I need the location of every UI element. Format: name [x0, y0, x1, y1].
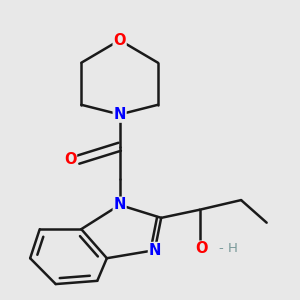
Text: N: N — [113, 197, 126, 212]
Text: O: O — [64, 152, 76, 167]
Text: O: O — [113, 33, 126, 48]
Text: O: O — [195, 241, 207, 256]
Text: N: N — [113, 107, 126, 122]
Text: - H: - H — [219, 242, 238, 255]
Text: N: N — [148, 243, 161, 258]
